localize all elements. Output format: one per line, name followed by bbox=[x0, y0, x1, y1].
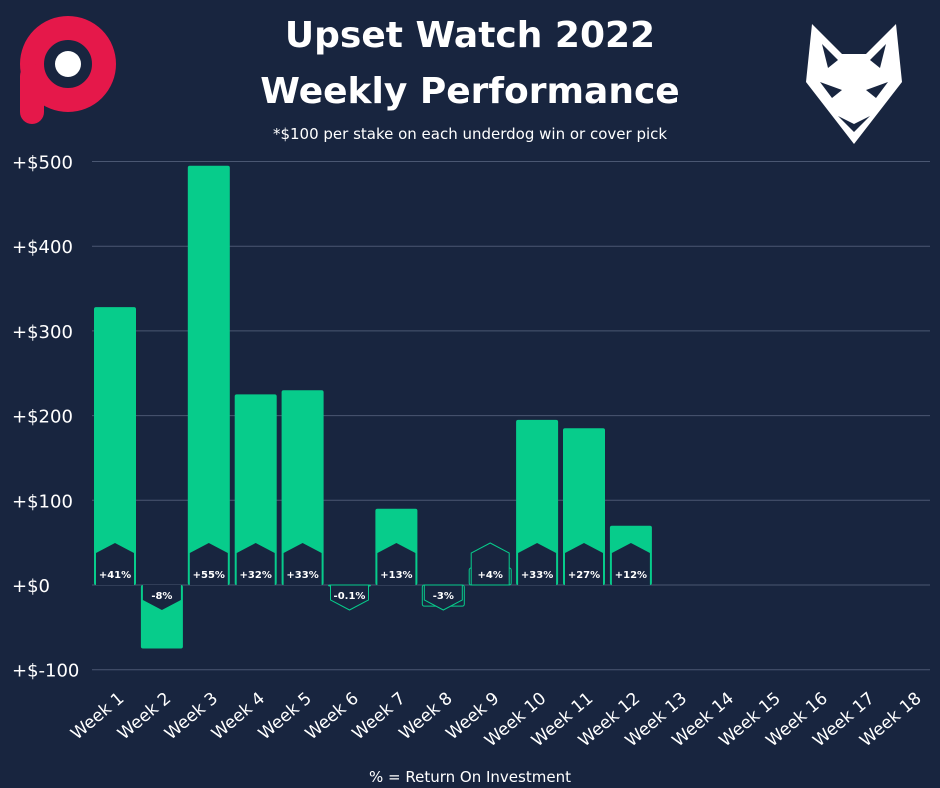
roi-label: +27% bbox=[568, 570, 600, 581]
roi-badge bbox=[189, 543, 228, 585]
chart-title-line2: Weekly Performance bbox=[260, 71, 680, 112]
roi-badge bbox=[423, 584, 463, 611]
roi-badge bbox=[470, 542, 510, 586]
y-tick-label: +$100 bbox=[12, 491, 73, 512]
bar bbox=[563, 428, 605, 585]
roi-label: +33% bbox=[286, 570, 318, 581]
roi-label: +55% bbox=[193, 570, 225, 581]
roi-label: +12% bbox=[615, 570, 647, 581]
y-tick-label: +$-100 bbox=[12, 661, 79, 682]
roi-label: +41% bbox=[99, 570, 131, 581]
roi-badge bbox=[377, 543, 416, 585]
chart-subtitle: *$100 per stake on each underdog win or … bbox=[272, 125, 668, 143]
bar bbox=[94, 307, 136, 585]
roi-label: +33% bbox=[521, 570, 553, 581]
y-tick-label: +$200 bbox=[12, 407, 73, 428]
roi-label: +4% bbox=[478, 570, 503, 581]
roi-footnote: % = Return On Investment bbox=[369, 768, 571, 786]
y-tick-label: +$400 bbox=[12, 237, 73, 258]
roi-badge bbox=[565, 543, 603, 585]
bar bbox=[516, 419, 559, 585]
roi-badge bbox=[96, 543, 134, 585]
roi-badge bbox=[236, 543, 275, 585]
p-logo-icon bbox=[18, 14, 118, 134]
y-tick-label: +$500 bbox=[12, 153, 73, 174]
wolf-logo-icon bbox=[798, 20, 910, 152]
roi-badge bbox=[283, 543, 322, 585]
y-tick-label: +$0 bbox=[12, 576, 50, 597]
roi-label: -8% bbox=[151, 591, 172, 602]
roi-label: -0.1% bbox=[334, 591, 366, 602]
roi-label: +13% bbox=[380, 570, 412, 581]
bar bbox=[187, 165, 230, 586]
roi-badge bbox=[142, 585, 181, 610]
roi-badge bbox=[518, 543, 557, 585]
roi-badge bbox=[611, 543, 650, 585]
roi-badge bbox=[330, 584, 369, 611]
y-tick-label: +$300 bbox=[12, 322, 73, 343]
roi-label: -3% bbox=[433, 591, 454, 602]
chart-title-line1: Upset Watch 2022 bbox=[284, 15, 656, 56]
roi-label: +32% bbox=[240, 570, 272, 581]
bar bbox=[234, 394, 277, 585]
bar bbox=[281, 390, 324, 585]
